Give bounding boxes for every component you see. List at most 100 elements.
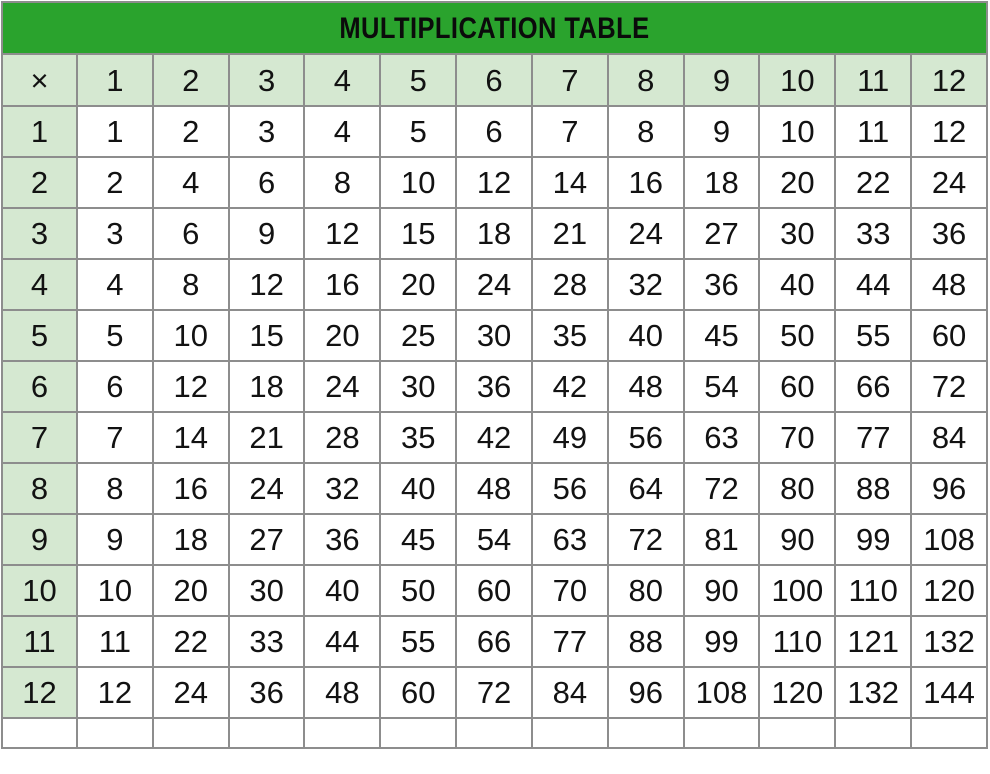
row-header-cell: 6 [1,360,78,413]
product-cell: 44 [303,615,382,668]
table-row: 8 8 16 24 32 40 48 56 64 72 80 88 96 [1,462,988,515]
table-row: 6 6 12 18 24 30 36 42 48 54 60 66 72 [1,360,988,413]
product-cell: 84 [530,666,609,719]
product-cell: 36 [227,666,306,719]
product-cell: 72 [606,513,685,566]
product-cell: 15 [379,207,458,260]
product-cell: 4 [76,258,154,311]
row-header-cell: 4 [1,258,78,311]
product-cell: 30 [455,309,533,362]
product-cell: 7 [530,105,609,158]
product-cell: 36 [682,258,761,311]
product-cell: 48 [455,462,533,515]
column-header-cell: 1 [76,53,154,107]
product-cell: 108 [682,666,761,719]
empty-cell [76,717,154,749]
title-row: MULTIPLICATION TABLE [1,1,988,55]
product-cell: 72 [455,666,533,719]
product-cell: 88 [606,615,685,668]
product-cell: 48 [303,666,382,719]
column-header-cell: 4 [303,53,382,107]
product-cell: 132 [834,666,913,719]
product-cell: 99 [834,513,913,566]
product-cell: 60 [758,360,837,413]
product-cell: 45 [379,513,458,566]
product-cell: 27 [682,207,761,260]
product-cell: 12 [151,360,230,413]
product-cell: 48 [606,360,685,413]
product-cell: 9 [227,207,306,260]
product-cell: 18 [455,207,533,260]
empty-cell [682,717,761,749]
product-cell: 8 [303,156,382,209]
product-cell: 81 [682,513,761,566]
product-cell: 16 [606,156,685,209]
product-cell: 72 [682,462,761,515]
product-cell: 20 [758,156,837,209]
corner-multiply-cell: × [1,53,78,107]
product-cell: 99 [682,615,761,668]
empty-cell [379,717,458,749]
product-cell: 25 [379,309,458,362]
product-cell: 20 [151,564,230,617]
empty-cell [530,717,609,749]
product-cell: 63 [682,411,761,464]
product-cell: 30 [758,207,837,260]
product-cell: 24 [606,207,685,260]
product-cell: 121 [834,615,913,668]
product-cell: 2 [76,156,154,209]
empty-cell [227,717,306,749]
product-cell: 14 [530,156,609,209]
product-cell: 8 [76,462,154,515]
product-cell: 40 [606,309,685,362]
product-cell: 24 [910,156,988,209]
product-cell: 42 [455,411,533,464]
product-cell: 20 [379,258,458,311]
product-cell: 7 [76,411,154,464]
product-cell: 5 [379,105,458,158]
product-cell: 8 [606,105,685,158]
row-header-cell: 2 [1,156,78,209]
product-cell: 55 [834,309,913,362]
product-cell: 44 [834,258,913,311]
product-cell: 120 [910,564,988,617]
product-cell: 9 [76,513,154,566]
product-cell: 9 [682,105,761,158]
product-cell: 36 [455,360,533,413]
column-header-cell: 8 [606,53,685,107]
empty-cell [151,717,230,749]
product-cell: 10 [758,105,837,158]
product-cell: 12 [910,105,988,158]
table-row: 9 9 18 27 36 45 54 63 72 81 90 99 108 [1,513,988,566]
column-header-cell: 2 [151,53,230,107]
row-header-cell: 8 [1,462,78,515]
product-cell: 24 [455,258,533,311]
column-header-cell: 12 [910,53,988,107]
product-cell: 90 [758,513,837,566]
product-cell: 18 [151,513,230,566]
column-header-cell: 5 [379,53,458,107]
column-header-cell: 3 [227,53,306,107]
table-row: 5 5 10 15 20 25 30 35 40 45 50 55 60 [1,309,988,362]
column-header-cell: 11 [834,53,913,107]
empty-cell [910,717,988,749]
multiplication-table: MULTIPLICATION TABLE × 1 2 3 4 5 6 7 8 9 10 11 12 1… [1,1,988,749]
product-cell: 18 [682,156,761,209]
product-cell: 16 [303,258,382,311]
product-cell: 77 [530,615,609,668]
product-cell: 10 [379,156,458,209]
product-cell: 96 [910,462,988,515]
column-header-cell: 6 [455,53,533,107]
product-cell: 2 [151,105,230,158]
column-header-cell: 10 [758,53,837,107]
product-cell: 60 [455,564,533,617]
product-cell: 110 [758,615,837,668]
product-cell: 36 [910,207,988,260]
product-cell: 42 [530,360,609,413]
product-cell: 1 [76,105,154,158]
empty-cell [303,717,382,749]
product-cell: 4 [151,156,230,209]
product-cell: 100 [758,564,837,617]
product-cell: 24 [303,360,382,413]
empty-cell [834,717,913,749]
